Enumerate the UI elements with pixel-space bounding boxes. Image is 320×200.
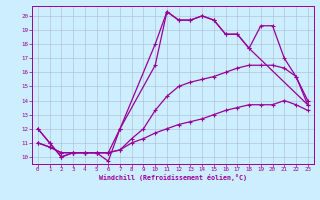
X-axis label: Windchill (Refroidissement éolien,°C): Windchill (Refroidissement éolien,°C) [99,174,247,181]
